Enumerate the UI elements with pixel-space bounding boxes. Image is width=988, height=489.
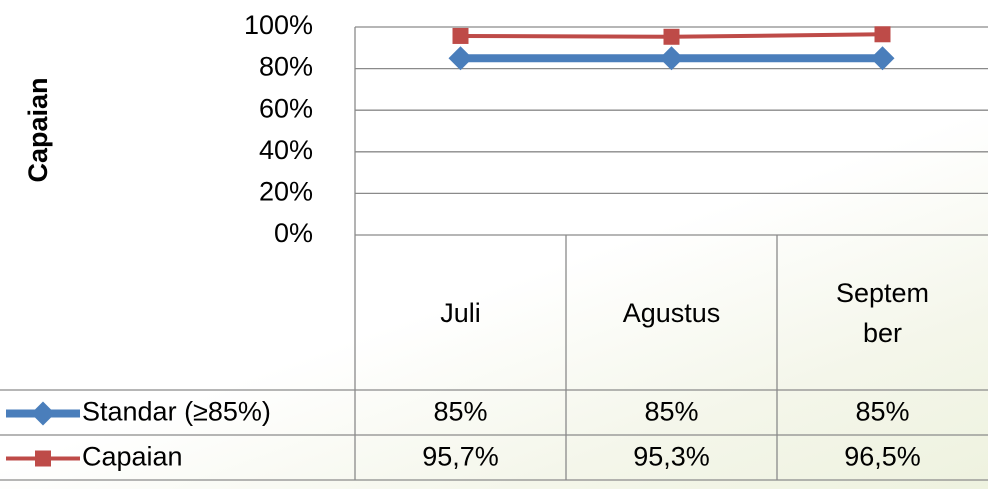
legend-label: Standar (≥85%) bbox=[82, 397, 271, 427]
y-tick-label: 100% bbox=[244, 10, 313, 40]
data-point bbox=[870, 46, 895, 71]
y-axis-title: Capaian bbox=[23, 77, 53, 182]
data-point bbox=[659, 46, 684, 71]
x-tick-label: Agustus bbox=[622, 297, 721, 328]
table-value: 85% bbox=[644, 397, 698, 427]
table-value: 95,7% bbox=[422, 442, 499, 472]
y-tick-label: 60% bbox=[259, 93, 313, 123]
legend-marker bbox=[31, 401, 55, 426]
table-value: 85% bbox=[433, 397, 487, 427]
y-tick-label: 40% bbox=[259, 135, 313, 165]
y-tick-label: 0% bbox=[274, 218, 313, 248]
table-value: 95,3% bbox=[633, 442, 710, 472]
x-tick-label: September bbox=[835, 277, 930, 348]
legend-label: Capaian bbox=[82, 442, 183, 472]
y-tick-label: 20% bbox=[259, 177, 313, 207]
data-point bbox=[663, 28, 680, 45]
data-point bbox=[448, 46, 473, 71]
table-value: 85% bbox=[855, 397, 909, 427]
legend-marker bbox=[35, 450, 51, 467]
y-tick-label: 80% bbox=[259, 52, 313, 82]
data-point bbox=[874, 26, 891, 43]
data-point bbox=[452, 27, 469, 44]
table-value: 96,5% bbox=[844, 442, 921, 472]
x-tick-label: Juli bbox=[440, 297, 481, 328]
